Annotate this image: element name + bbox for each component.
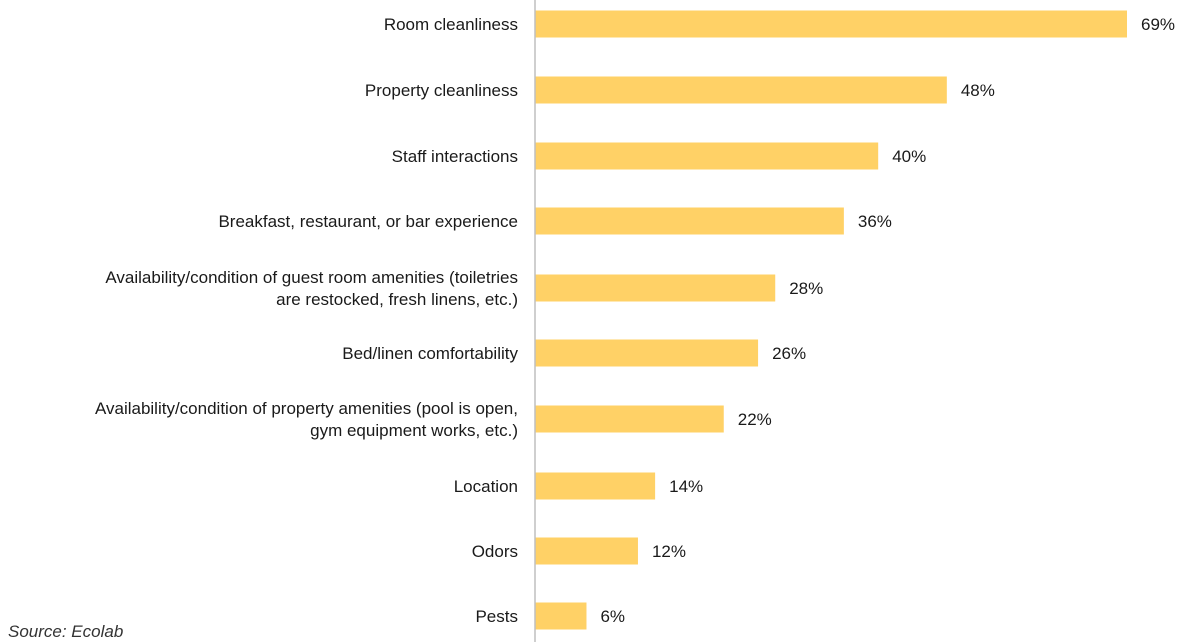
bar [535, 405, 724, 433]
category-label: Staff interactions [392, 147, 518, 166]
value-label: 12% [652, 542, 686, 561]
value-label: 28% [789, 279, 823, 298]
category-label: Odors [472, 542, 518, 561]
category-label: Availability/condition of property ameni… [95, 399, 518, 440]
category-label: Property cleanliness [365, 81, 518, 100]
bar [535, 274, 776, 302]
value-label: 22% [738, 410, 772, 429]
bar [535, 537, 638, 565]
category-label: Bed/linen comfortability [342, 344, 518, 363]
value-label: 40% [892, 147, 926, 166]
category-label: Location [454, 477, 518, 496]
value-label: 48% [961, 81, 995, 100]
category-label: Breakfast, restaurant, or bar experience [218, 212, 518, 231]
category-labels: Room cleanliness Property cleanliness Staf… [95, 15, 519, 626]
value-label: 36% [858, 212, 892, 231]
category-label: Pests [475, 607, 518, 626]
value-label: 26% [772, 344, 806, 363]
bar [535, 602, 587, 630]
bar [535, 472, 656, 500]
bar-group [535, 10, 1127, 630]
bar [535, 76, 947, 104]
value-labels: 69% 48% 40% 36% 28% 26% 22% 14% 12% 6% [600, 15, 1175, 626]
category-label: Room cleanliness [384, 15, 518, 34]
bar [535, 142, 879, 170]
value-label: 6% [600, 607, 625, 626]
bar [535, 339, 759, 367]
value-label: 69% [1141, 15, 1175, 34]
bar [535, 10, 1127, 38]
source-note: Source: Ecolab [8, 622, 124, 641]
category-label: Availability/condition of guest room ame… [105, 268, 518, 309]
bar [535, 207, 844, 235]
value-label: 14% [669, 477, 703, 496]
